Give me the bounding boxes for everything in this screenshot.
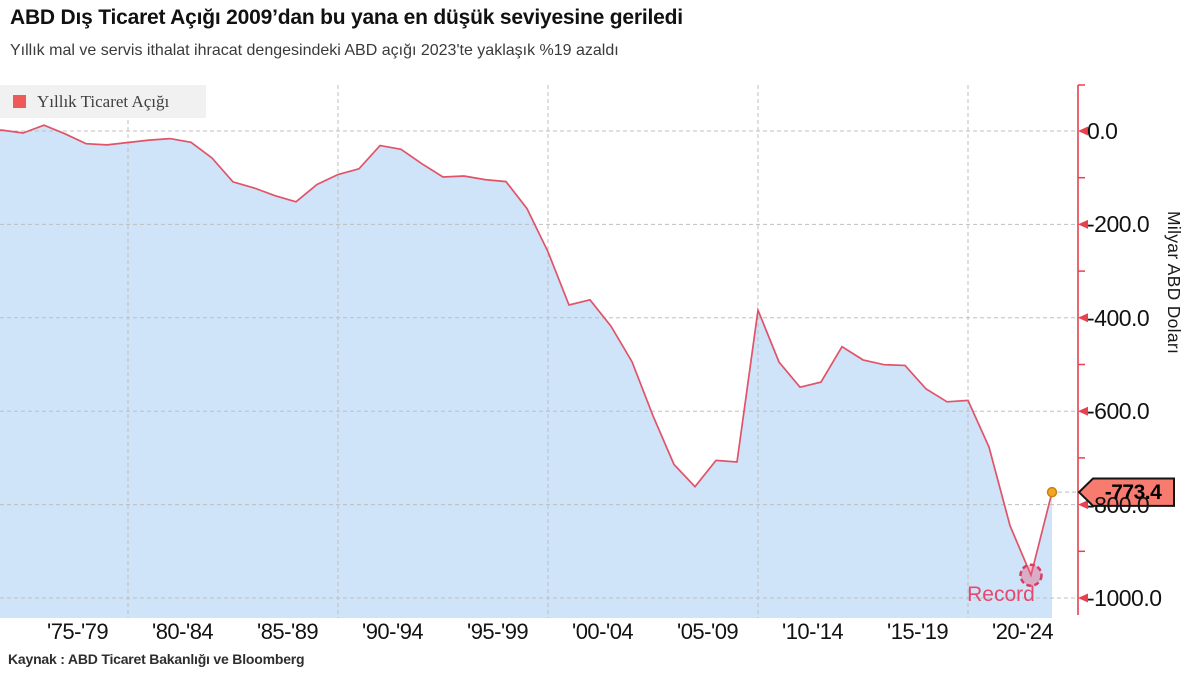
legend: Yıllık Ticaret Açığı [0,85,206,118]
y-axis-major-tick-icon [1078,593,1088,603]
deficit-line [0,124,1053,578]
chart-title: ABD Dış Ticaret Açığı 2009’dan bu yana e… [10,6,683,29]
record-marker-icon [1019,563,1043,587]
y-axis-major-tick-icon [1078,500,1088,510]
deficit-area-fill [0,125,1052,618]
chart-subtitle: Yıllık mal ve servis ithalat ihracat den… [10,42,619,59]
y-axis-major-tick-icon [1078,406,1088,416]
legend-label: Yıllık Ticaret Açığı [37,91,170,111]
y-axis-major-tick-icon [1078,219,1088,229]
last-point-marker-icon [1046,486,1058,498]
last-value-callout-icon [1077,477,1175,507]
source-attribution: Kaynak : ABD Ticaret Bakanlığı ve Bloomb… [8,651,305,667]
y-axis-major-tick-icon [1078,126,1088,136]
y-axis-major-tick-icon [1078,313,1088,323]
legend-swatch-icon [13,95,26,108]
